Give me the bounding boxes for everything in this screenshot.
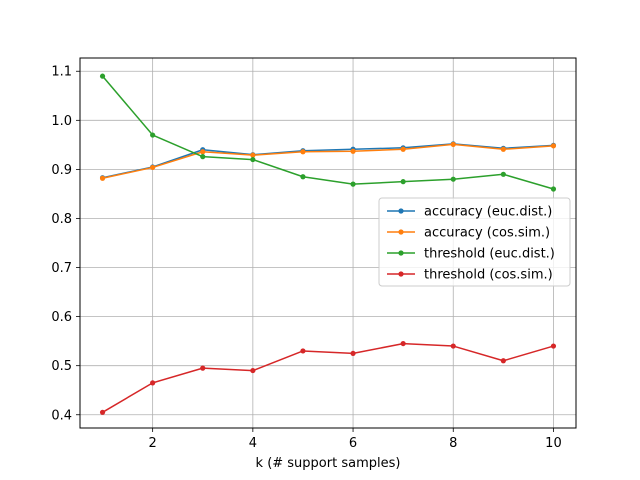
- series-line: [102, 143, 554, 179]
- grid-lines: [80, 58, 576, 428]
- legend-swatch-marker: [398, 271, 404, 277]
- y-tick-label: 0.4: [51, 408, 72, 423]
- data-point: [300, 174, 306, 180]
- data-point: [99, 175, 106, 181]
- x-tick-label: 2: [149, 436, 157, 451]
- y-tick-label: 0.8: [51, 212, 72, 227]
- data-point: [400, 146, 406, 152]
- series-layer: [99, 73, 557, 415]
- data-point: [150, 164, 156, 171]
- legend: accuracy (euc.dist.) accuracy (cos.sim.) t…: [378, 197, 571, 287]
- data-point: [400, 179, 406, 185]
- legend-box: [378, 197, 571, 287]
- data-point: [450, 141, 456, 147]
- x-tick-label: 6: [349, 436, 357, 451]
- x-tick-label: 10: [545, 436, 562, 451]
- data-point: [250, 367, 256, 374]
- legend-label: accuracy (cos.sim.): [424, 226, 550, 241]
- legend-swatch-marker: [398, 250, 404, 256]
- data-point: [99, 409, 106, 415]
- legend-label: threshold (cos.sim.): [424, 268, 553, 283]
- data-point: [200, 154, 206, 160]
- legend-label: accuracy (euc.dist.): [424, 205, 552, 220]
- axis-ticks: 2 4 6 8 10 0.4 0.5 0.6 0.7 0.8 0.9 1.0 1.1: [51, 65, 561, 451]
- data-point: [350, 350, 356, 357]
- series-1: [99, 141, 557, 181]
- data-point: [550, 143, 557, 149]
- data-point: [350, 181, 356, 187]
- data-point: [400, 340, 406, 347]
- data-point: [500, 171, 506, 177]
- data-point: [150, 132, 156, 138]
- data-point: [300, 348, 306, 354]
- series-3: [99, 340, 557, 415]
- y-tick-label: 0.5: [51, 359, 72, 374]
- legend-item: accuracy (cos.sim.): [387, 226, 550, 241]
- y-tick-label: 0.6: [51, 310, 72, 325]
- data-point: [450, 343, 456, 349]
- y-tick-label: 0.9: [51, 163, 72, 178]
- series-line: [101, 75, 554, 190]
- data-point: [500, 146, 506, 152]
- legend-swatch-marker: [398, 208, 404, 214]
- x-tick-label: 4: [249, 436, 257, 451]
- series-line: [102, 342, 554, 413]
- y-tick-label: 0.7: [51, 261, 72, 276]
- data-point: [200, 365, 206, 371]
- legend-label: threshold (euc.dist.): [424, 247, 555, 262]
- data-point: [350, 148, 356, 154]
- legend-item: accuracy (euc.dist.): [387, 205, 552, 220]
- data-point: [150, 380, 156, 386]
- data-point: [450, 176, 456, 182]
- data-point: [550, 186, 557, 192]
- data-point: [300, 149, 306, 155]
- legend-swatch-marker: [398, 229, 404, 235]
- data-point: [99, 73, 106, 79]
- x-tick-label: 8: [449, 436, 457, 451]
- plot-frame: [79, 57, 577, 429]
- data-point: [250, 156, 256, 163]
- x-axis-label: k (# support samples): [256, 456, 401, 471]
- data-point: [250, 152, 256, 158]
- data-point: [550, 343, 557, 349]
- y-tick-label: 1.1: [51, 65, 72, 80]
- data-point: [500, 358, 506, 364]
- legend-item: threshold (cos.sim.): [387, 268, 553, 283]
- series-2: [99, 73, 557, 192]
- legend-item: threshold (euc.dist.): [387, 247, 555, 262]
- data-point: [200, 149, 206, 155]
- y-tick-label: 1.0: [51, 114, 72, 129]
